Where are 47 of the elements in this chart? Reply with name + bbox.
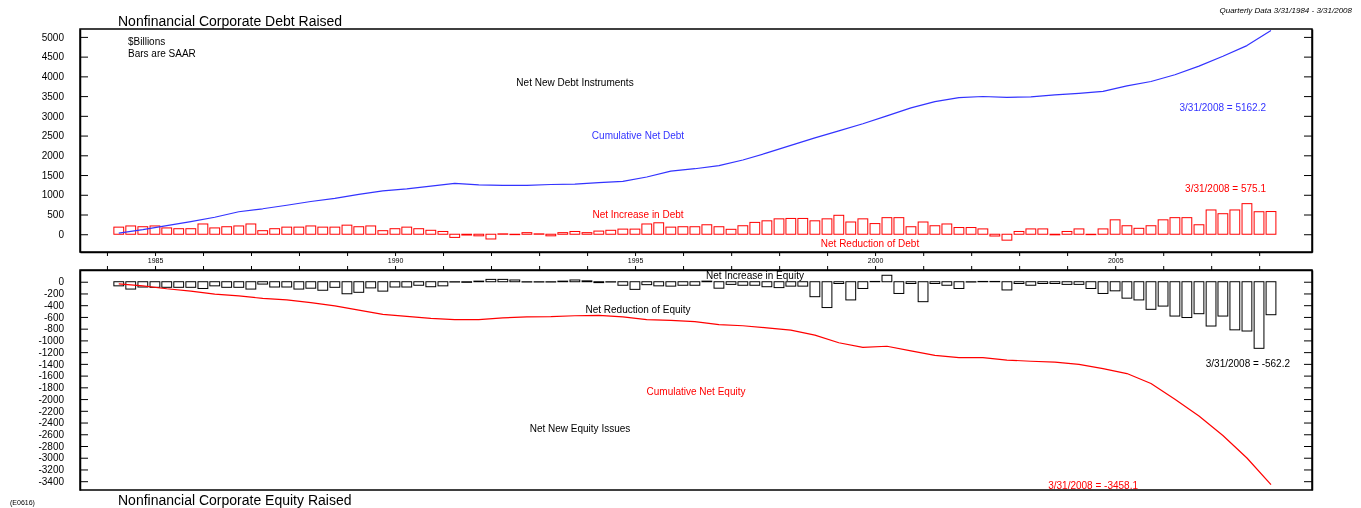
annotation: 3/31/2008 = -3458.1 — [1048, 480, 1139, 491]
y-tick-label: 0 — [58, 228, 65, 240]
annotation: Bars are SAAR — [128, 48, 196, 59]
y-tick-label: 1500 — [41, 169, 65, 181]
annotation: 3/31/2008 = 575.1 — [1185, 183, 1267, 194]
y-tick-label: 3000 — [41, 110, 65, 122]
y-tick-label: -800 — [43, 323, 65, 335]
y-tick-label: -1800 — [38, 382, 65, 394]
annotation: 3/31/2008 = -562.2 — [1205, 358, 1291, 369]
y-tick-label: 4500 — [41, 51, 65, 63]
chart-title: Nonfinancial Corporate Debt Raised — [118, 13, 343, 29]
line-series — [118, 29, 1272, 234]
y-tick-label: -2000 — [38, 393, 65, 405]
annotation: 3/31/2008 = 5162.2 — [1179, 102, 1267, 113]
y-tick-label: 4000 — [41, 71, 65, 83]
y-tick-label: -600 — [43, 311, 65, 323]
y-tick-label: -1600 — [38, 370, 65, 382]
y-tick-label: -3000 — [38, 452, 65, 464]
y-tick-label: 500 — [47, 209, 65, 221]
y-tick-label: -400 — [43, 299, 65, 311]
annotation: Cumulative Net Debt — [591, 130, 685, 141]
annotation: Net Increase in Debt — [592, 209, 684, 220]
annotation: Net Reduction of Equity — [585, 304, 691, 315]
annotation: Net Increase in Equity — [706, 270, 804, 281]
y-tick-label: -2800 — [38, 440, 65, 452]
y-tick-label: -2600 — [38, 428, 65, 440]
y-tick-label: -3200 — [38, 464, 65, 476]
annotation: Cumulative Net Equity — [646, 386, 746, 397]
text: Nonfinancial Corporate Equity Raised — [118, 492, 352, 508]
annotation: Net New Equity Issues — [529, 423, 631, 434]
annotation: $Billions — [128, 36, 166, 47]
y-tick-label: 3500 — [41, 90, 65, 102]
annotation: Net New Debt Instruments — [516, 77, 634, 88]
y-tick-label: 2000 — [41, 150, 65, 161]
y-tick-label: -2200 — [38, 405, 65, 417]
y-tick-label: 1000 — [41, 189, 65, 201]
y-tick-label: -1200 — [38, 346, 65, 358]
chart-subtitle: Quarterly Data 3/31/1984 - 3/31/2008 — [1219, 6, 1353, 15]
y-tick-label: -1000 — [38, 335, 65, 347]
y-tick-label: -3400 — [38, 475, 65, 487]
y-tick-label: 5000 — [41, 31, 65, 43]
y-tick-label: -200 — [43, 288, 65, 300]
y-tick-label: 0 — [58, 276, 65, 288]
y-tick-label: 2500 — [41, 130, 65, 142]
y-tick-label: -1400 — [38, 358, 65, 370]
annotation: Net Reduction of Debt — [820, 238, 920, 249]
y-tick-label: -2400 — [38, 417, 65, 429]
